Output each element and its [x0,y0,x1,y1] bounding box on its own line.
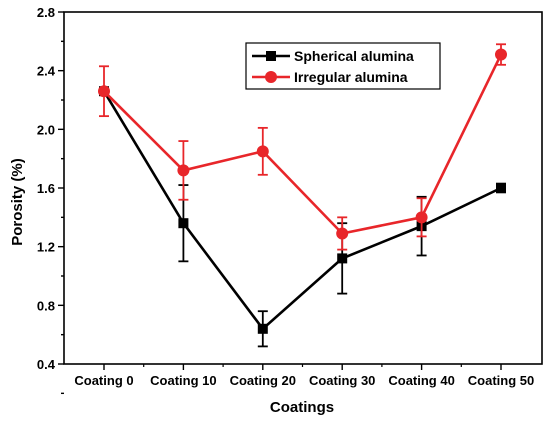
legend: Spherical alumina Irregular alumina [245,42,441,90]
series-2 [98,43,507,251]
x-tick-label: Coating 0 [74,373,133,388]
x-tick-label: Coating 10 [150,373,216,388]
y-tick-label: 1.2 [37,240,55,255]
data-point [495,48,507,61]
legend-marker [265,71,277,83]
y-tick-label: 0.8 [37,298,55,313]
x-tick-label: Coating 40 [388,373,454,388]
y-tick-label: 1.6 [37,181,55,196]
y-tick-label: 0.4 [37,357,56,372]
series-layer [98,43,507,348]
data-point [415,211,428,224]
data-point [178,218,189,229]
legend-marker [266,51,276,61]
x-tick-label: Coating 20 [230,373,296,388]
legend-label: Irregular alumina [294,69,408,85]
y-axis-title: Porosity (%) [9,158,26,246]
data-point [98,85,110,98]
x-axis-title: Coatings [270,399,334,416]
y-tick-label: 2.0 [37,122,55,137]
y-tick-label: 2.8 [37,5,55,20]
x-tick-labels: Coating 0 Coating 10 Coating 20 Coating 30 C… [74,373,534,388]
data-point [336,227,349,240]
data-point [177,164,190,177]
y-tick-labels: 0.4 0.8 1.2 1.6 2.0 2.4 2.8 [37,5,56,372]
data-point [257,323,268,334]
x-tick-label: Coating 50 [468,373,534,388]
data-point [496,183,506,193]
x-tick-label: Coating 30 [309,373,375,388]
data-point [256,145,269,158]
series-1 [99,86,506,348]
y-tick-label: 2.4 [37,64,56,79]
legend-box [245,42,441,90]
series-line [102,90,502,331]
legend-label: Spherical alumina [294,48,414,64]
series-line [103,53,503,235]
axes [58,11,543,395]
data-point [337,253,348,264]
